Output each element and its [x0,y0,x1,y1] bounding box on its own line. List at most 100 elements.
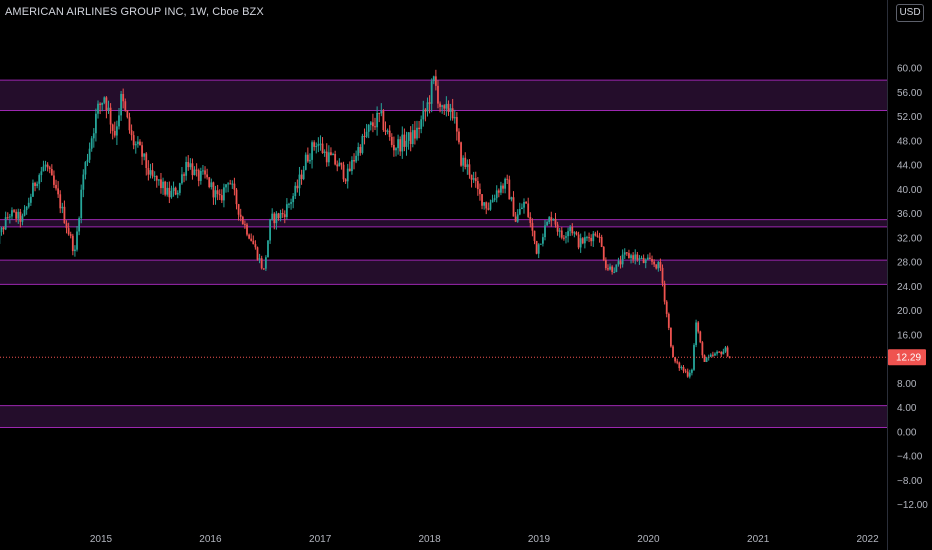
candle-body [529,216,532,223]
candle-body [680,367,683,369]
candle-body [172,187,175,191]
candle-body [455,117,458,132]
candle-body [246,224,248,235]
candle-body [107,107,110,111]
candle-body [617,261,620,265]
candle-body [202,170,204,172]
candle-body [376,112,379,128]
candle-body [126,110,129,118]
candle-body [439,103,441,107]
candle-body [464,157,467,167]
candle-body [521,207,523,209]
candle-body [206,174,209,178]
candle-body [321,143,324,153]
candle-body [139,141,141,146]
candle-body [304,154,307,170]
candle-body [300,174,303,180]
candle-body [277,213,280,219]
candle-body [497,190,500,193]
candle-body [667,313,670,328]
candle-body [705,357,708,362]
candle-body [638,258,641,260]
candle-body [317,143,320,147]
candle-body [474,178,477,182]
candle-body [220,195,223,201]
last-price-tag-box [888,349,926,366]
candle-body [86,159,89,163]
y-tick-label: −12.00 [897,500,928,511]
time-axis[interactable]: 2015 2016 2017 2018 2019 2020 2021 2022 [90,534,879,545]
candle-body [27,202,30,207]
candle-body [487,208,490,210]
candle-body [105,97,108,111]
candle-body [441,105,444,107]
candle-body [120,93,122,116]
candle-body [283,214,286,218]
candle-body [281,213,284,215]
candle-body [332,153,334,156]
candle-body [254,244,257,248]
candle-body [609,266,611,270]
candle-body [53,175,55,185]
candle-body [103,97,106,103]
candle-body [223,187,225,201]
candle-body [264,257,267,269]
candle-body [537,244,540,254]
candle-body [388,130,391,137]
candle-body [481,194,483,206]
candle-body [395,148,397,151]
candle-body [267,240,269,258]
candle-body [548,217,551,222]
candle-body [636,254,639,260]
candle-body [311,142,313,160]
candle-body [141,145,143,157]
candle-body [29,196,32,203]
candle-body [571,226,574,234]
candle-body [342,164,345,180]
candle-body [63,206,66,224]
candle-body [418,127,420,130]
x-tick-label: 2018 [418,534,441,545]
candle-body [581,238,584,244]
candle-body [640,257,643,259]
chart-title: AMERICAN AIRLINES GROUP INC, 1W, Cboe BZ… [5,6,264,18]
candle-body [676,361,679,363]
candle-body [527,203,530,217]
candle-body [78,218,81,232]
candle-body [598,236,601,238]
candle-body [613,271,616,273]
candle-body [397,139,399,149]
candle-body [294,185,297,197]
candle-body [336,164,339,167]
candle-body [472,178,475,180]
candle-body [665,301,668,314]
candle-body [562,237,565,239]
candle-body [212,182,215,198]
candle-body [262,268,265,270]
candle-body [239,214,242,217]
zone-4 [0,405,887,428]
candle-body [164,181,167,195]
candle-body [416,127,418,139]
candle-body [460,142,462,166]
candle-body [565,236,567,238]
candle-body [99,103,102,105]
candle-body [646,257,649,260]
candle-body [2,227,5,230]
candle-body [95,113,97,134]
candle-body [449,108,452,112]
candle-body [340,162,343,165]
candle-body [248,234,250,239]
candle-body [50,168,53,176]
currency-button[interactable]: USD [896,4,924,22]
candle-body [575,232,578,235]
candle-body [586,237,588,239]
y-tick-label: 20.00 [897,306,922,317]
candle-body [483,202,486,206]
y-tick-label: 8.00 [897,379,917,390]
candle-body [413,130,416,139]
y-tick-label: 52.00 [897,112,922,123]
candle-body [437,85,439,104]
candle-body [531,222,534,231]
